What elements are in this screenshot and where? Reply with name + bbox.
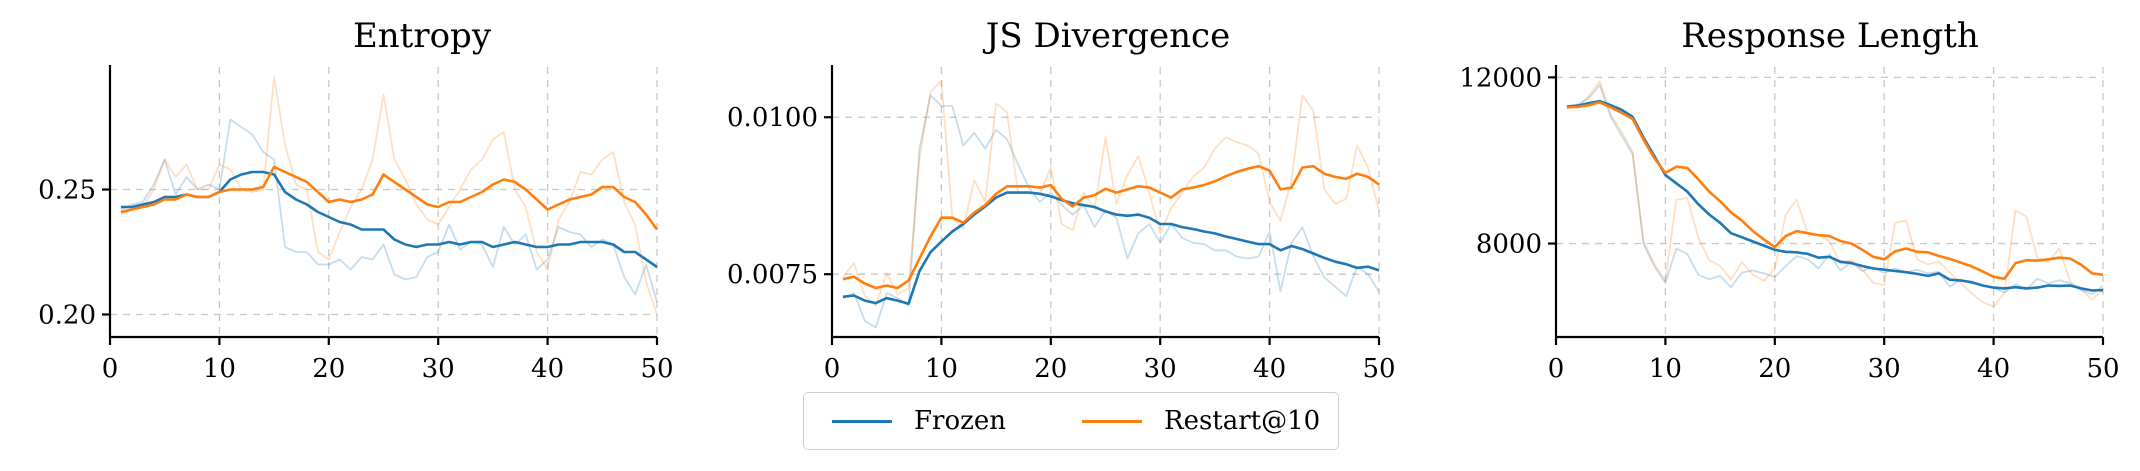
x-tick-label: 20: [1034, 354, 1067, 384]
chart-panel-js-divergence: JS Divergence 0 10 20 30 40 50 0.0075 0.0100: [727, 16, 1396, 384]
legend-item-restart: Restart@10: [1082, 393, 1320, 449]
chart-panel-entropy: Entropy 0 10 20 30 40 50 0.20 0.25: [38, 16, 673, 384]
x-tick-label: 50: [640, 354, 673, 384]
series-line-raw: [1566, 80, 2104, 308]
x-tick-label: 0: [102, 354, 119, 384]
x-tick-label: 50: [1362, 354, 1395, 384]
y-tick-label: 0.25: [38, 176, 96, 206]
x-tick-label: 0: [824, 354, 841, 384]
legend-swatch-frozen: [832, 419, 892, 423]
legend-swatch-restart: [1082, 419, 1142, 423]
y-tick-label: 0.0100: [727, 103, 818, 133]
x-tick-label: 40: [1977, 354, 2010, 384]
chart-title: Response Length: [1681, 16, 1979, 56]
chart-title: JS Divergence: [983, 16, 1230, 56]
chart-panel-response-length: Response Length 0 10 20 30 40 50 8000 12000: [1459, 16, 2119, 384]
x-tick-label: 40: [531, 354, 564, 384]
legend: Frozen Restart@10: [803, 392, 1339, 450]
legend-label-restart: Restart@10: [1164, 406, 1321, 436]
chart-title: Entropy: [353, 16, 492, 56]
x-tick-label: 30: [422, 354, 455, 384]
x-tick-label: 10: [203, 354, 236, 384]
x-tick-label: 40: [1253, 354, 1286, 384]
x-tick-label: 30: [1144, 354, 1177, 384]
series-line-raw: [120, 76, 658, 315]
series-line-smoothed: [842, 164, 1380, 290]
x-tick-label: 50: [2086, 354, 2119, 384]
series-line-smoothed: [842, 191, 1380, 306]
x-tick-label: 10: [1649, 354, 1682, 384]
series-line-smoothed: [1566, 101, 2104, 281]
x-tick-label: 20: [1758, 354, 1791, 384]
x-tick-label: 10: [925, 354, 958, 384]
series-line-smoothed: [120, 165, 659, 231]
x-tick-label: 0: [1548, 354, 1565, 384]
series-line-raw: [120, 118, 658, 303]
legend-item-frozen: Frozen: [832, 393, 1006, 449]
series-line-raw: [842, 79, 1380, 307]
y-tick-label: 0.20: [38, 301, 96, 331]
x-tick-label: 20: [312, 354, 345, 384]
series-line-raw: [1566, 84, 2104, 296]
y-tick-label: 8000: [1476, 230, 1542, 260]
series-line-smoothed: [120, 170, 658, 269]
y-tick-label: 12000: [1459, 63, 1542, 93]
legend-label-frozen: Frozen: [914, 406, 1006, 436]
x-tick-label: 30: [1868, 354, 1901, 384]
y-tick-label: 0.0075: [727, 260, 818, 290]
